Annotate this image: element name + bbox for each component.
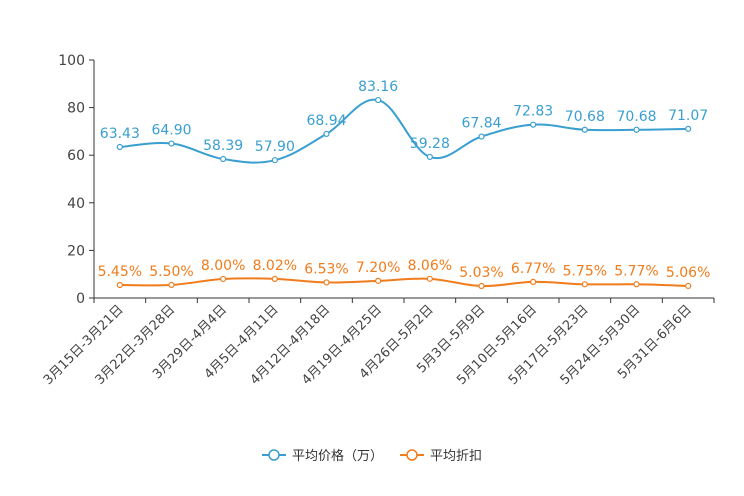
data-label: 59.28 [410,136,450,152]
y-tick-label: 20 [67,243,85,259]
axes: 0204060801003月15日-3月21日3月22日-3月28日3月29日-… [41,53,715,388]
data-point[interactable] [116,143,123,151]
data-label: 67.84 [461,116,501,132]
data-label: 68.94 [306,113,346,129]
data-label: 63.43 [100,126,140,142]
data-label: 8.00% [201,258,245,274]
y-tick-label: 40 [67,196,85,212]
y-tick-label: 0 [76,291,85,307]
data-label: 8.06% [408,258,452,274]
data-label: 71.07 [668,108,708,124]
data-point[interactable] [633,281,640,288]
data-label: 5.50% [149,264,193,280]
data-label: 5.45% [98,264,142,280]
data-label: 6.77% [511,261,555,277]
data-label: 6.53% [304,261,348,277]
legend-label: 平均价格（万） [292,448,383,464]
data-point[interactable] [426,275,433,282]
data-point[interactable] [116,281,123,289]
data-point[interactable] [685,125,692,132]
data-label: 7.20% [356,260,400,276]
data-point[interactable] [271,275,278,283]
data-point[interactable] [581,281,588,288]
data-point[interactable] [530,278,537,285]
data-point[interactable] [323,279,330,286]
data-label: 70.68 [565,109,605,125]
data-point[interactable] [271,157,278,164]
series-layer: 63.43 64.90 58.39 57.90 68.94 83.16 59.28 67.84… [98,79,710,290]
y-tick-label: 100 [58,53,85,69]
data-point[interactable] [168,140,175,147]
series-line [119,277,689,288]
data-point[interactable] [478,282,485,290]
series-1: 63.43 64.90 58.39 57.90 68.94 83.16 59.28 67.84… [100,79,708,164]
data-label: 72.83 [513,104,553,120]
y-tick-label: 80 [67,101,85,117]
series-2: 5.45% 5.50% 8.00% 8.02% 6.53% 7.20% 8.06% 5.03%… [98,258,710,290]
data-point[interactable] [633,126,640,133]
legend-swatch-marker [406,449,418,461]
data-point[interactable] [581,126,588,133]
data-label: 5.77% [614,263,658,279]
legend[interactable]: 平均价格（万） 平均折扣 [262,448,482,464]
data-point[interactable] [478,133,485,140]
data-point[interactable] [220,275,227,283]
data-label: 83.16 [358,79,398,95]
data-label: 64.90 [151,123,191,139]
data-point[interactable] [220,155,227,163]
data-point[interactable] [168,281,175,289]
data-point[interactable] [685,282,692,290]
data-point[interactable] [426,153,433,161]
data-label: 70.68 [616,109,656,125]
data-point[interactable] [375,96,382,104]
legend-swatch-marker [268,449,280,461]
y-tick-label: 60 [67,148,85,164]
data-point[interactable] [323,130,330,138]
data-point[interactable] [375,277,382,284]
data-label: 5.06% [666,265,710,281]
legend-item-1[interactable]: 平均价格（万） [262,448,383,464]
data-label: 8.02% [253,258,297,274]
data-label: 5.03% [459,265,503,281]
data-label: 5.75% [563,263,607,279]
data-label: 58.39 [203,138,243,154]
legend-item-2[interactable]: 平均折扣 [400,449,482,464]
data-point[interactable] [530,121,537,128]
legend-label: 平均折扣 [430,449,482,464]
data-label: 57.90 [255,139,295,155]
